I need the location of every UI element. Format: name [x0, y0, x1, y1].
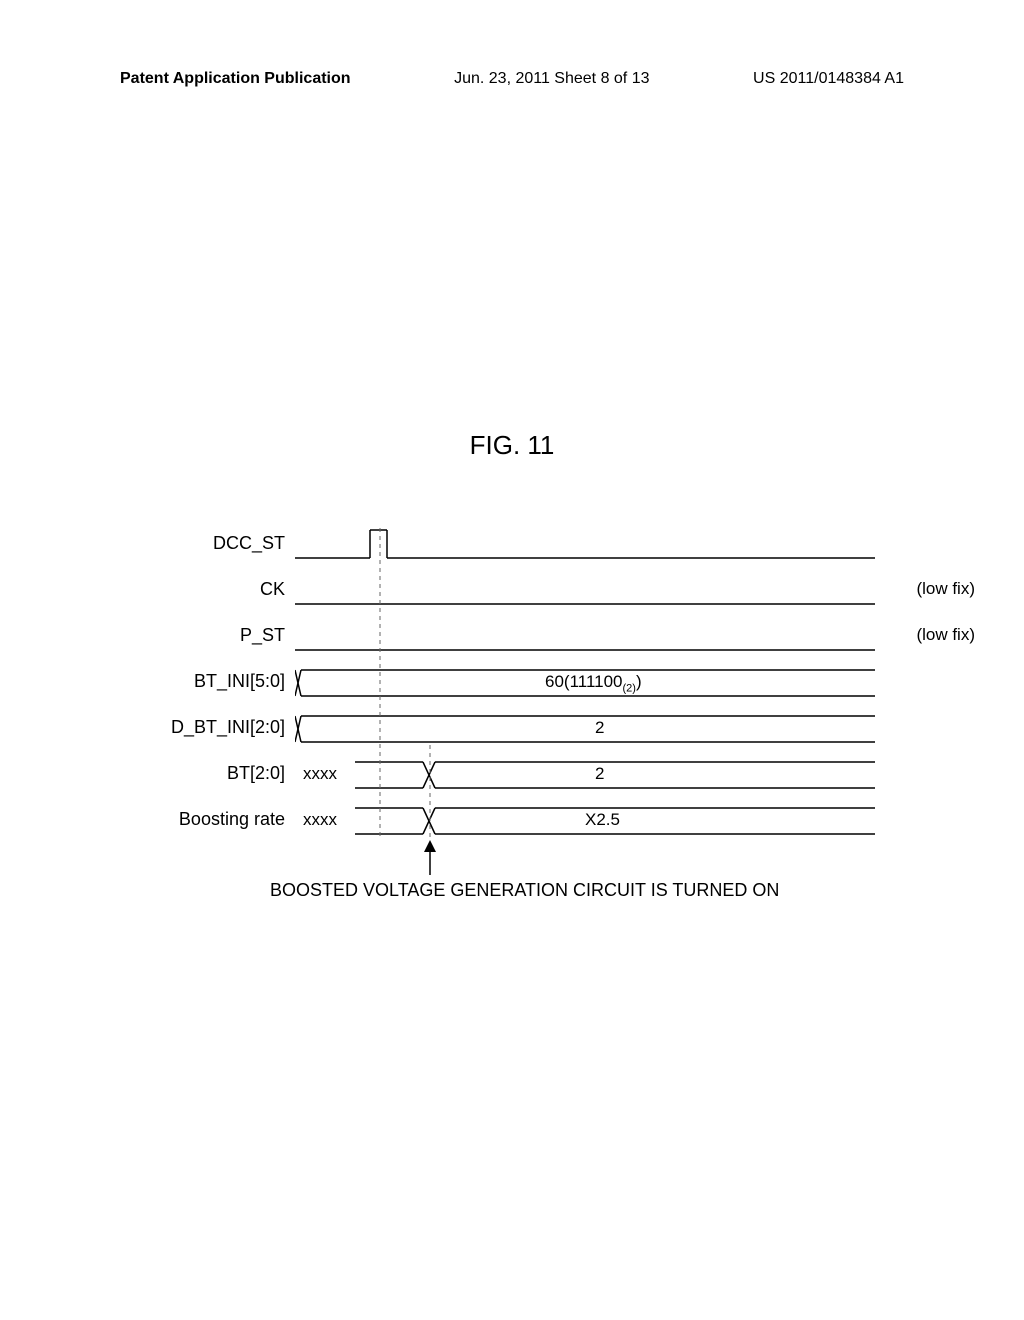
waveform: xxxx 2: [295, 750, 920, 796]
waveform: [295, 520, 920, 566]
bus-initial: xxxx: [303, 810, 337, 830]
signal-note: (low fix): [916, 579, 975, 599]
signal-label: BT[2:0]: [120, 763, 295, 784]
waveform: 2: [295, 704, 920, 750]
header-right: US 2011/0148384 A1: [753, 70, 904, 88]
bus-value: 2: [595, 718, 604, 738]
signal-bt: BT[2:0] xxxx 2: [120, 750, 920, 796]
signal-bt-ini: BT_INI[5:0] 60(111100(2)): [120, 658, 920, 704]
header-center: Jun. 23, 2011 Sheet 8 of 13: [454, 70, 649, 88]
bus-value: 60(111100(2)): [545, 672, 642, 694]
caption: BOOSTED VOLTAGE GENERATION CIRCUIT IS TU…: [270, 880, 779, 901]
signal-dcc-st: DCC_ST: [120, 520, 920, 566]
signal-label: D_BT_INI[2:0]: [120, 717, 295, 738]
signal-label: P_ST: [120, 625, 295, 646]
timing-diagram: DCC_ST CK (low fix) P_ST: [120, 520, 920, 842]
signal-d-bt-ini: D_BT_INI[2:0] 2: [120, 704, 920, 750]
bus-value: X2.5: [585, 810, 620, 830]
waveform: (low fix): [295, 566, 920, 612]
signal-label: Boosting rate: [120, 809, 295, 830]
signal-note: (low fix): [916, 625, 975, 645]
signal-boosting-rate: Boosting rate xxxx X2.5: [120, 796, 920, 842]
bus-initial: xxxx: [303, 764, 337, 784]
signal-label: CK: [120, 579, 295, 600]
waveform: (low fix): [295, 612, 920, 658]
waveform: xxxx X2.5: [295, 796, 920, 842]
bus-value: 2: [595, 764, 604, 784]
waveform: 60(111100(2)): [295, 658, 920, 704]
signal-label: BT_INI[5:0]: [120, 671, 295, 692]
signal-p-st: P_ST (low fix): [120, 612, 920, 658]
signal-ck: CK (low fix): [120, 566, 920, 612]
figure-title: FIG. 11: [470, 430, 555, 461]
header-left: Patent Application Publication: [120, 70, 351, 88]
page-header: Patent Application Publication Jun. 23, …: [0, 70, 1024, 88]
signal-label: DCC_ST: [120, 533, 295, 554]
